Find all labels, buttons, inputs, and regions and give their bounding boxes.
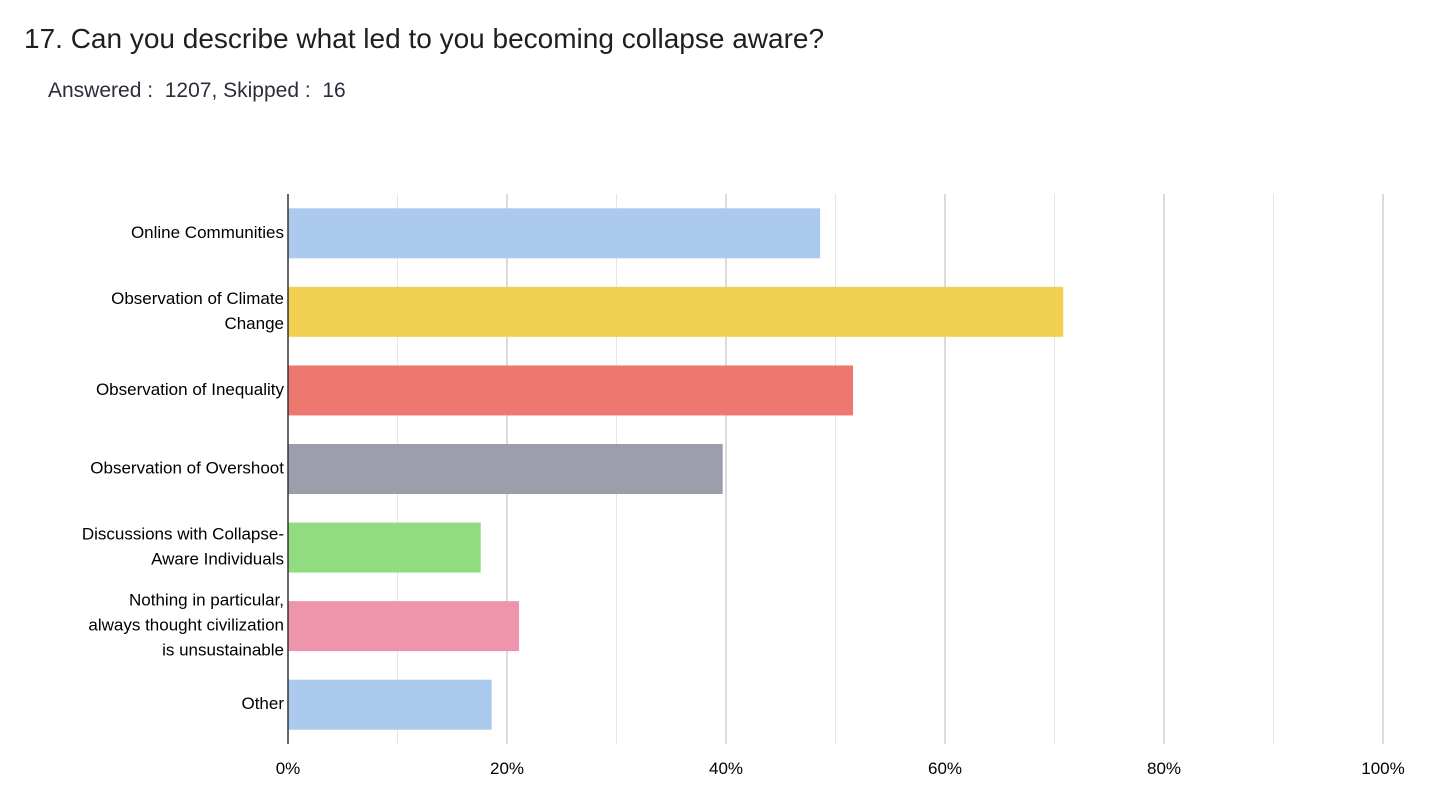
question-title: 17. Can you describe what led to you bec… [24,23,825,54]
bar [288,679,492,730]
bar [288,601,520,652]
category-label: Change [224,314,284,333]
category-label: Observation of Climate [111,289,284,308]
x-tick-label: 80% [1147,759,1181,778]
bar [288,522,481,573]
x-tick-label: 20% [490,759,524,778]
answered-label: Answered : [48,79,154,102]
skipped-count: 16 [322,79,346,102]
x-tick-label: 0% [276,759,301,778]
x-tick-label: 40% [709,759,743,778]
bar [288,208,821,259]
category-label: Nothing in particular, [129,591,284,610]
category-label: Other [241,694,284,713]
x-tick-label: 100% [1361,759,1404,778]
x-tick-label: 60% [928,759,962,778]
bar [288,444,723,494]
category-label: is unsustainable [162,641,284,660]
category-label: always thought civilization [88,616,284,635]
answered-count: 1207 [164,79,212,102]
category-label: Discussions with Collapse- [82,525,284,544]
response-stats: Answered : 1207, Skipped : 16 [48,79,346,102]
category-label: Observation of Overshoot [90,458,284,477]
bar [288,286,1064,337]
bar [288,365,854,416]
skipped-label: Skipped : [223,79,311,102]
category-label: Observation of Inequality [96,380,285,399]
category-label: Aware Individuals [151,550,284,569]
category-label: Online Communities [131,223,284,242]
